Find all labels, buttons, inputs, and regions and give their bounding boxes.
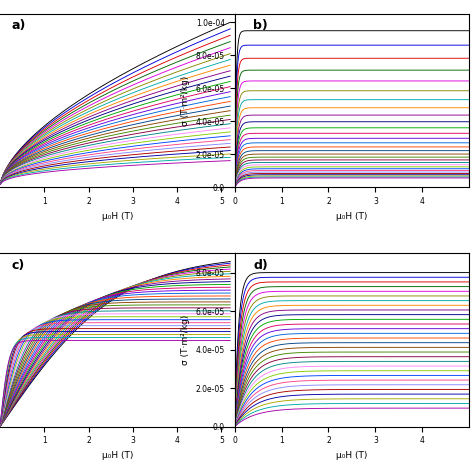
X-axis label: μ₀H (T): μ₀H (T) <box>101 451 133 460</box>
X-axis label: μ₀H (T): μ₀H (T) <box>336 212 368 221</box>
Text: b): b) <box>254 19 268 32</box>
X-axis label: μ₀H (T): μ₀H (T) <box>101 212 133 221</box>
Text: d): d) <box>254 258 268 272</box>
Text: c): c) <box>12 258 25 272</box>
X-axis label: μ₀H (T): μ₀H (T) <box>336 451 368 460</box>
Y-axis label: σ (T·m²/kg): σ (T·m²/kg) <box>181 315 190 365</box>
Text: a): a) <box>12 19 26 32</box>
Y-axis label: σ (T·m²/kg): σ (T·m²/kg) <box>181 76 190 126</box>
